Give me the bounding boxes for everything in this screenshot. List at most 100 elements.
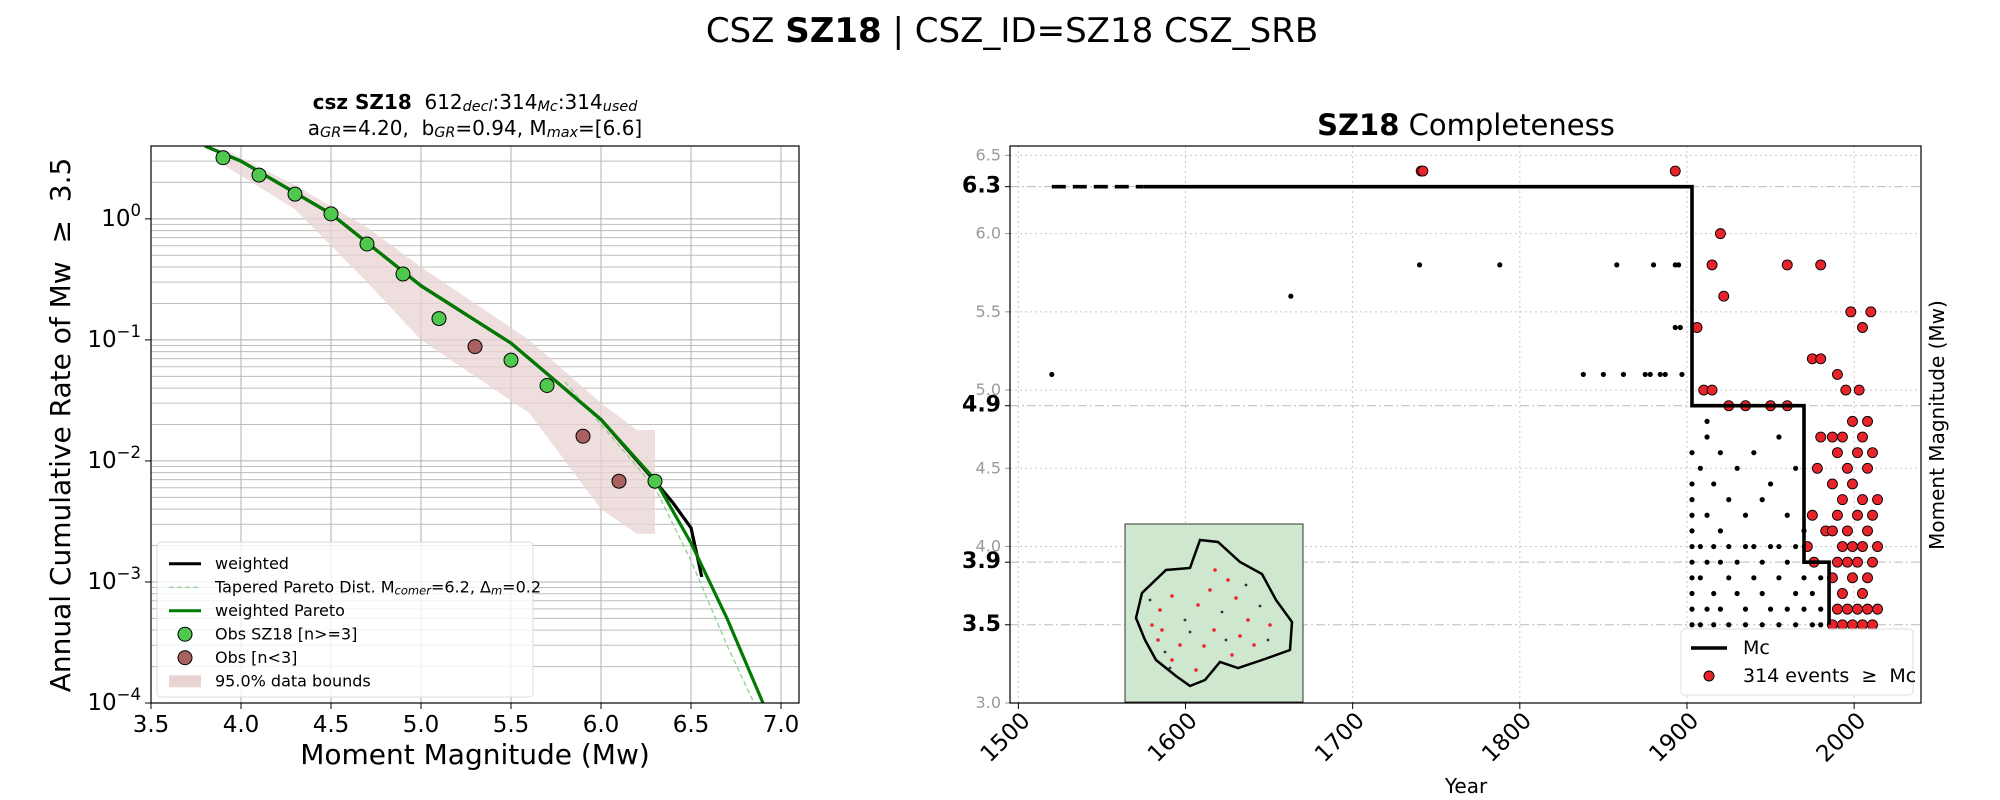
point	[1865, 306, 1877, 318]
point	[1862, 462, 1873, 474]
point	[1781, 259, 1793, 271]
x-tick-label: 5.5	[493, 712, 530, 738]
inset-region	[1134, 538, 1294, 688]
event-point	[1689, 497, 1695, 503]
event-point	[1759, 590, 1765, 597]
event-point	[1734, 590, 1740, 597]
chart-title: SZ18 Completeness	[1317, 108, 1615, 142]
point	[1815, 353, 1827, 365]
x-tick-label: 4.0	[223, 712, 260, 738]
x-axis-label: Moment Magnitude (Mw)	[300, 738, 650, 771]
event-point	[1689, 606, 1695, 612]
point	[1718, 290, 1730, 302]
point	[1811, 462, 1823, 474]
inset-dot	[1226, 578, 1230, 582]
inset-dot	[1150, 623, 1154, 627]
y-axis-label: Moment Magnitude (Mw)	[1925, 300, 1949, 550]
event-point	[1776, 543, 1782, 550]
event-point	[1717, 450, 1724, 456]
point	[611, 473, 627, 489]
event-point	[1672, 324, 1678, 331]
event-point	[1767, 481, 1774, 487]
line	[564, 381, 755, 703]
event-point	[1818, 622, 1824, 628]
x-tick-label: 5.0	[403, 712, 440, 738]
legend-label: weighted Pareto	[215, 600, 345, 619]
inset-dot	[1168, 666, 1172, 670]
point	[1831, 447, 1843, 459]
inset-dot	[1258, 604, 1262, 608]
x-tick-label: 3.5	[133, 712, 170, 738]
inset-dot	[1213, 568, 1217, 572]
x-tick-label: 6.0	[583, 712, 620, 738]
event-point	[1742, 622, 1749, 628]
inset-dot	[1244, 583, 1248, 587]
legend-marker	[1703, 670, 1715, 682]
event-point	[1711, 543, 1717, 550]
point	[1831, 556, 1843, 568]
point	[1836, 588, 1848, 599]
point	[1867, 619, 1878, 631]
point	[1706, 384, 1718, 396]
inset-dot	[1170, 658, 1174, 662]
y-tick-label: 100	[101, 201, 141, 232]
event-point	[1759, 622, 1765, 628]
event-point	[1726, 622, 1732, 628]
event-point	[1751, 450, 1757, 456]
event-point	[1717, 606, 1724, 612]
chart-subtitle: aGR=4.20, bGR=0.94, Mmax=[6.6]	[308, 116, 642, 141]
event-point	[1793, 465, 1799, 471]
point	[1847, 541, 1858, 552]
event-point	[1726, 543, 1732, 550]
event-point	[1704, 606, 1710, 612]
inset-dot	[1212, 628, 1216, 632]
x-tick-label: 1900	[1644, 707, 1704, 767]
event-point	[1742, 512, 1749, 518]
event-point	[1717, 528, 1724, 534]
event-point	[1776, 575, 1782, 581]
y-tick-label: 6.5	[976, 145, 1001, 164]
point	[1847, 478, 1858, 490]
event-point	[1689, 622, 1695, 628]
inset-dot	[1160, 628, 1164, 632]
legend-box	[1680, 628, 1914, 696]
event-point	[1704, 512, 1710, 518]
point	[1847, 415, 1858, 427]
point	[1857, 541, 1868, 552]
point	[1826, 478, 1838, 490]
y-tick-label: 5.5	[976, 301, 1001, 320]
event-point	[1784, 559, 1790, 565]
point	[1867, 447, 1878, 459]
point	[1669, 165, 1681, 177]
point	[1867, 509, 1878, 521]
legend-marker	[177, 650, 193, 666]
point	[323, 206, 339, 222]
y-tick-label: 10−2	[87, 443, 141, 474]
y-tick-label: 10−4	[87, 685, 141, 716]
inset-dot	[1252, 643, 1256, 647]
legend-patch	[169, 675, 201, 688]
event-point	[1717, 559, 1724, 565]
point	[503, 352, 519, 368]
inset-dot	[1268, 623, 1272, 627]
event-point	[1793, 543, 1799, 550]
event-point	[1650, 262, 1657, 268]
event-point	[1734, 465, 1740, 471]
y-tick-label: 4.0	[976, 536, 1001, 555]
event-point	[1801, 606, 1807, 612]
inset-dot	[1188, 630, 1192, 634]
event-point	[1793, 622, 1799, 628]
chart-title: csz SZ18 612decl:314Mc:314used	[313, 90, 639, 115]
legend-box	[156, 541, 534, 698]
y-tick-label: 10−1	[87, 322, 141, 353]
event-point	[1580, 371, 1586, 378]
point	[1857, 619, 1868, 631]
point	[1862, 603, 1873, 615]
event-point	[1809, 622, 1815, 628]
point	[1826, 431, 1838, 443]
line	[1143, 184, 1831, 625]
point	[1831, 368, 1843, 380]
point	[1840, 384, 1852, 396]
data-band	[223, 148, 655, 534]
event-point	[1689, 543, 1695, 550]
